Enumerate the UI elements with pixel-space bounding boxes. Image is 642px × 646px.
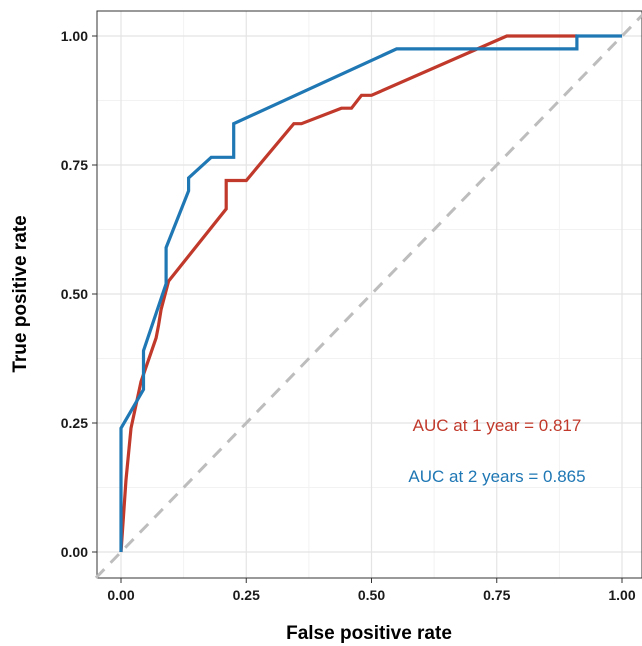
x-axis-title: False positive rate	[286, 623, 452, 644]
annotation-auc-2-years: AUC at 2 years = 0.865	[408, 467, 585, 486]
y-tick-label: 0.50	[61, 286, 88, 302]
x-tick-label: 0.00	[107, 587, 134, 603]
axis-ticks: 0.00 0.25 0.50 0.75 1.00 0.00 0.25 0.50 0.75 1.00	[61, 28, 636, 603]
roc-curve-1-year	[119, 34, 577, 553]
y-tick-label: 0.00	[61, 544, 88, 560]
x-tick-label: 0.75	[483, 587, 510, 603]
annotation-auc-1-year: AUC at 1 year = 0.817	[413, 416, 582, 435]
roc-curves	[119, 34, 622, 553]
grid-lines	[97, 11, 642, 578]
y-tick-label: 0.25	[61, 415, 88, 431]
roc-curve-2-years	[119, 34, 622, 552]
y-tick-label: 1.00	[61, 28, 88, 44]
y-axis-title: True positive rate	[10, 215, 31, 372]
reference-diagonal	[94, 13, 642, 579]
x-tick-label: 0.50	[358, 587, 385, 603]
x-tick-label: 0.25	[233, 587, 260, 603]
y-tick-label: 0.75	[61, 157, 88, 173]
x-tick-label: 1.00	[608, 587, 635, 603]
reference-diagonal-line	[94, 13, 642, 579]
